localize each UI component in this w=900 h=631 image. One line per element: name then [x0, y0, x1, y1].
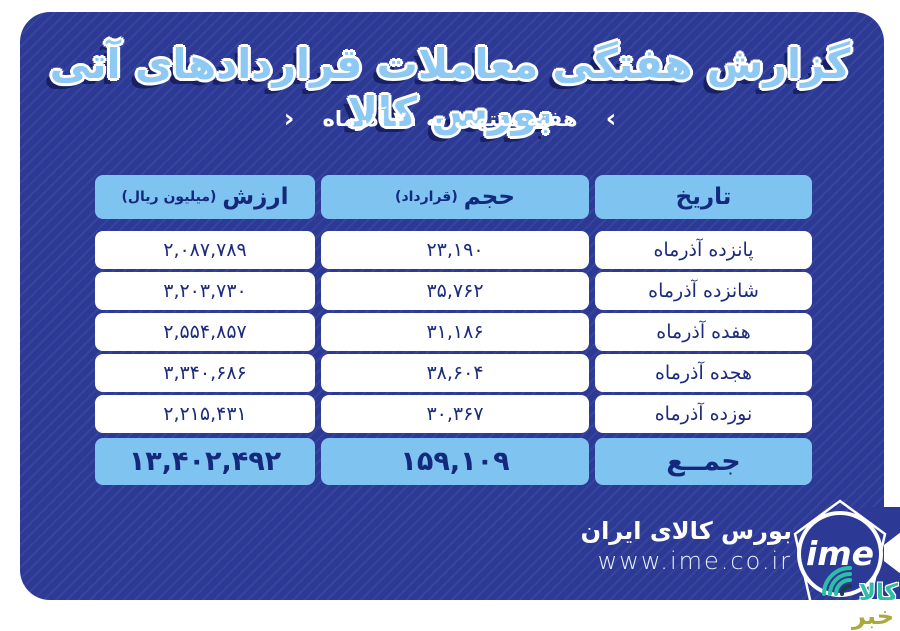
header-volume-unit: (قرارداد)	[395, 189, 458, 205]
angle-mark-left-icon: ‹	[283, 104, 295, 134]
subtitle-text: هفته منتهی به ۲۱ آذرماه	[322, 107, 578, 131]
volume-cell: ۳۰,۳۶۷	[321, 395, 589, 433]
organization-name: بورس کالای ایران	[580, 517, 792, 545]
website-url: www.ime.co.ir	[597, 547, 792, 575]
ime-logo-icon: ime	[793, 499, 887, 606]
volume-cell: ۳۵,۷۶۲	[321, 272, 589, 310]
date-cell: هجده آذرماه	[595, 354, 812, 392]
page-title: گزارش هفتگی معاملات قراردادهای آتی بورس …	[49, 40, 851, 136]
header-value: ارزش (میلیون ریال)	[95, 175, 315, 219]
date-cell: پانزده آذرماه	[595, 231, 812, 269]
watermark-line1: کالا	[858, 580, 898, 606]
date-cell: هفده آذرماه	[595, 313, 812, 351]
value-cell: ۲,۵۵۴,۸۵۷	[95, 313, 315, 351]
table-row: نوزده آذرماه ۳۰,۳۶۷ ۲,۲۱۵,۴۳۱	[95, 395, 812, 433]
header-date: تاریخ	[595, 175, 812, 219]
table-total-row: جمــع ۱۵۹,۱۰۹ ۱۳,۴۰۲,۴۹۲	[95, 438, 812, 485]
table-row: شانزده آذرماه ۳۵,۷۶۲ ۳,۲۰۳,۷۳۰	[95, 272, 812, 310]
header-value-unit: (میلیون ریال)	[121, 189, 217, 205]
volume-cell: ۲۳,۱۹۰	[321, 231, 589, 269]
date-cell: نوزده آذرماه	[595, 395, 812, 433]
subtitle: › هفته منتهی به ۲۱ آذرماه ‹	[0, 106, 900, 132]
header-value-label: ارزش	[222, 184, 289, 210]
broadcast-waves-icon	[822, 566, 852, 596]
table-row: هفده آذرماه ۳۱,۱۸۶ ۲,۵۵۴,۸۵۷	[95, 313, 812, 351]
watermark-line2: خبر	[851, 602, 894, 630]
weekly-trades-table: تاریخ حجم (قرارداد) ارزش (میلیون ریال) پ…	[95, 175, 812, 485]
table-header-row: تاریخ حجم (قرارداد) ارزش (میلیون ریال)	[95, 175, 812, 219]
header-volume: حجم (قرارداد)	[321, 175, 589, 219]
svg-text:ime: ime	[806, 534, 874, 573]
header-volume-label: حجم	[463, 184, 515, 210]
header-date-label: تاریخ	[675, 184, 732, 210]
table-row: هجده آذرماه ۳۸,۶۰۴ ۳,۳۴۰,۶۸۶	[95, 354, 812, 392]
kalakhabar-watermark: کالا خبر	[810, 550, 900, 631]
date-cell: شانزده آذرماه	[595, 272, 812, 310]
volume-cell: ۳۸,۶۰۴	[321, 354, 589, 392]
table-row: پانزده آذرماه ۲۳,۱۹۰ ۲,۰۸۷,۷۸۹	[95, 231, 812, 269]
total-volume-cell: ۱۵۹,۱۰۹	[321, 438, 589, 485]
volume-cell: ۳۱,۱۸۶	[321, 313, 589, 351]
angle-mark-right-icon: ›	[605, 104, 617, 134]
value-cell: ۳,۲۰۳,۷۳۰	[95, 272, 315, 310]
value-cell: ۳,۳۴۰,۶۸۶	[95, 354, 315, 392]
total-value-cell: ۱۳,۴۰۲,۴۹۲	[95, 438, 315, 485]
value-cell: ۲,۲۱۵,۴۳۱	[95, 395, 315, 433]
value-cell: ۲,۰۸۷,۷۸۹	[95, 231, 315, 269]
footer-branding: بورس کالای ایران www.ime.co.ir	[581, 516, 792, 576]
total-label-cell: جمــع	[595, 438, 812, 485]
